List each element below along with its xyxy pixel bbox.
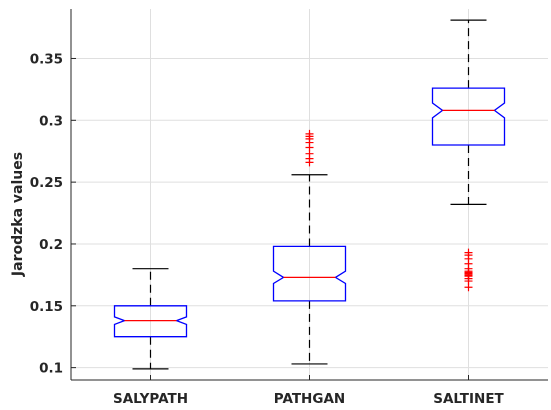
y-tick-label: 0.1 — [39, 361, 63, 377]
notched-box — [113, 305, 188, 338]
outlier-marker — [305, 129, 314, 138]
y-tick-label: 0.2 — [39, 237, 63, 253]
y-tick-label: 0.25 — [30, 175, 63, 191]
x-category-label: SALYPATH — [113, 391, 188, 407]
x-category-label: SALTINET — [433, 391, 504, 407]
box-group — [113, 268, 188, 370]
axes — [70, 9, 548, 381]
y-tick-label: 0.35 — [30, 51, 63, 67]
notched-box — [272, 245, 347, 302]
notched-box — [431, 87, 506, 146]
box-group — [431, 19, 506, 292]
outlier-marker — [464, 248, 473, 257]
x-category-labels: SALYPATH PATHGAN SALTINET — [113, 391, 505, 407]
x-category-label: PATHGAN — [274, 391, 345, 407]
y-tick-label: 0.15 — [30, 299, 63, 315]
box-group — [272, 129, 347, 365]
box-series — [113, 19, 506, 370]
y-axis-title: Jarodzka values — [10, 152, 26, 277]
y-tick-labels: 0.1 0.15 0.2 0.25 0.3 0.35 — [30, 51, 63, 376]
y-tick-label: 0.3 — [39, 113, 63, 129]
grid-lines — [71, 9, 548, 380]
